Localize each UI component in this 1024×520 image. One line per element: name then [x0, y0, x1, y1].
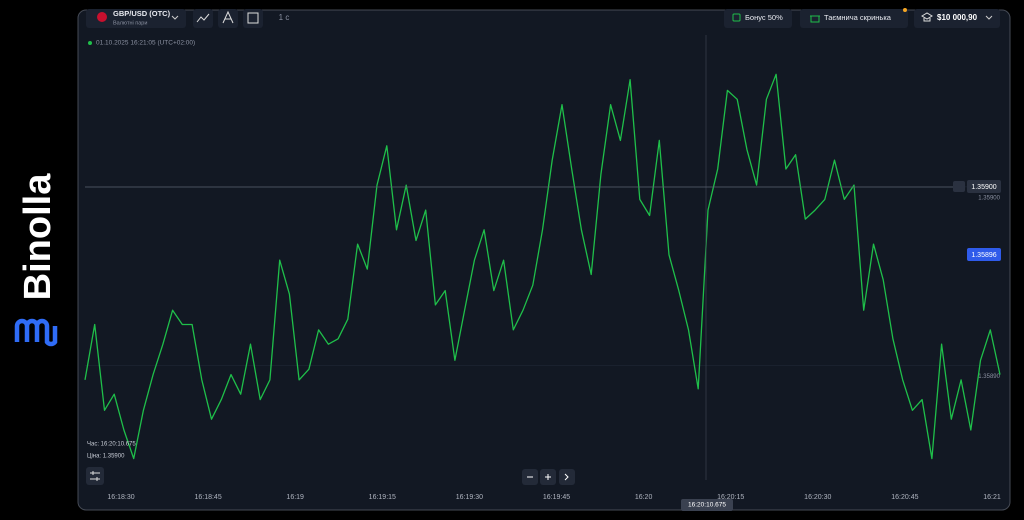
mystery-box-button[interactable] [800, 9, 908, 28]
icon [222, 10, 234, 24]
icon [247, 12, 259, 24]
timeframe[interactable]: 1 с [279, 13, 290, 22]
icon [810, 15, 820, 23]
datetime: 01.10.2025 16:21:05 (UTC+02:00) [96, 40, 195, 47]
bonus: Бонус 50% [745, 13, 783, 22]
x-tick-label: 16:19:15 [369, 494, 396, 501]
crosshair-time-box [681, 499, 733, 511]
icon [921, 12, 933, 22]
icon [732, 13, 741, 22]
x-tick-label: 16:19 [286, 494, 304, 501]
y-tick-label: 1.35900 [978, 195, 1000, 201]
brand-name: Binolla [17, 173, 59, 301]
x-tick-label: 16:20:45 [891, 494, 918, 501]
marker-price: 1.35900 [971, 184, 996, 191]
marker-icon [953, 181, 965, 192]
x-tick-label: 16:18:45 [194, 494, 221, 501]
chevron [171, 15, 179, 20]
balance-button[interactable] [914, 9, 1000, 28]
status-dot [88, 41, 92, 45]
bonus-button[interactable] [724, 9, 792, 28]
x-tick-label: 16:19:45 [543, 494, 570, 501]
badge [903, 8, 907, 12]
drawing-button[interactable] [243, 9, 263, 28]
y-tick-label: 1.35890 [978, 374, 1000, 380]
current-price: 1.35896 [971, 252, 996, 259]
scroll-button[interactable] [559, 469, 575, 485]
settings-button[interactable] [86, 467, 104, 485]
x-tick-label: 16:20 [635, 494, 653, 501]
asset: GBP/USD (OTC) [113, 9, 171, 18]
brand-logo [14, 318, 58, 347]
asset-type: Валютні пари [113, 20, 147, 26]
current-price-box [967, 248, 1001, 261]
x-tick-label: 16:20:15 [717, 494, 744, 501]
x-axis: 16:18:30 16:18:45 16:19 16:19:15 16:19:30 16:… [107, 494, 1000, 501]
icon [564, 473, 569, 481]
x-tick-label: 16:20:30 [804, 494, 831, 501]
asset-selector[interactable] [86, 9, 186, 28]
balance: $10 000,90 [937, 13, 978, 22]
tooltip-price: Ціна: 1.35900 [87, 454, 125, 460]
x-tick-label: 16:18:30 [107, 494, 134, 501]
price-line [84, 73, 1001, 460]
icon [196, 13, 210, 23]
panel [77, 9, 1011, 511]
crosshair-time: 16:20:10.675 [688, 502, 726, 509]
icon [90, 471, 100, 481]
chevron [985, 15, 993, 20]
x-tick-label: 16:21 [983, 494, 1001, 501]
marker-price-box [967, 180, 1001, 193]
flag [97, 12, 107, 22]
icon [545, 474, 551, 480]
x-tick-label: 16:19:30 [456, 494, 483, 501]
mystery-box: Таємнича скринька [824, 13, 892, 22]
tooltip-time: Час: 16:20:10.675 [87, 442, 136, 448]
